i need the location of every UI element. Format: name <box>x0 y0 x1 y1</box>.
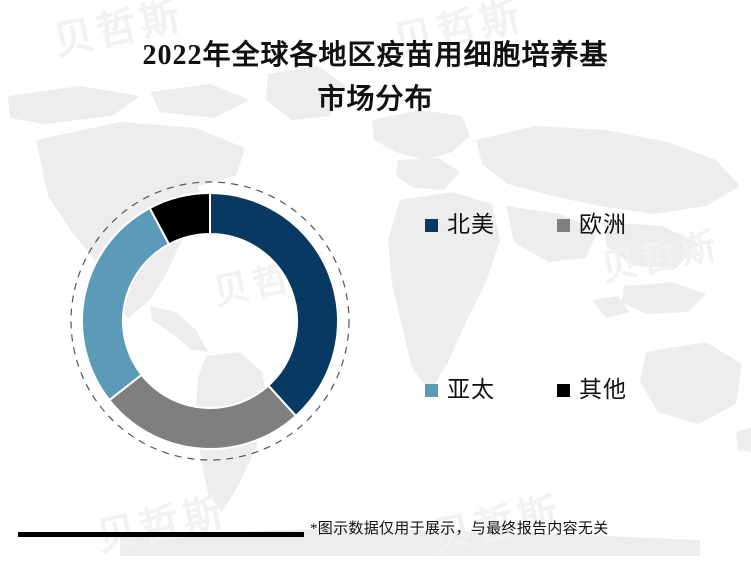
footer-disclaimer: *图示数据仅用于展示，与最终报告内容无关 <box>310 521 609 537</box>
legend-item-north-america[interactable]: 北美 <box>425 212 557 238</box>
donut-segment-north-america[interactable] <box>209 191 339 418</box>
legend-item-other[interactable]: 其他 <box>557 377 689 403</box>
legend-row: 北美 欧洲 <box>425 212 690 262</box>
legend-item-europe[interactable]: 欧洲 <box>557 212 689 238</box>
legend-swatch-icon <box>557 383 570 397</box>
legend-label: 北美 <box>447 212 495 237</box>
legend-swatch-icon <box>557 218 570 232</box>
legend-swatch-icon <box>425 218 438 232</box>
legend-row: 亚太 其他 <box>425 377 690 427</box>
legend-swatch-icon <box>425 383 438 397</box>
legend-item-asia-pacific[interactable]: 亚太 <box>425 377 557 403</box>
legend-label: 其他 <box>579 377 627 402</box>
footer-divider-line <box>18 532 304 537</box>
chart-legend: 北美 欧洲 亚太 其他 <box>425 212 690 437</box>
page-title-line-2: 市场分布 <box>317 84 434 115</box>
footer: *图示数据仅用于展示，与最终报告内容无关 <box>0 521 751 562</box>
legend-label: 欧洲 <box>579 212 627 237</box>
page-title-line-1: 2022年全球各地区疫苗用细胞培养基 <box>142 40 609 71</box>
page-title: 2022年全球各地区疫苗用细胞培养基 市场分布 <box>0 34 751 122</box>
donut-chart <box>65 176 355 466</box>
legend-label: 亚太 <box>447 377 495 402</box>
donut-segment-europe[interactable] <box>107 373 298 450</box>
donut-segment-asia-pacific[interactable] <box>81 206 171 402</box>
